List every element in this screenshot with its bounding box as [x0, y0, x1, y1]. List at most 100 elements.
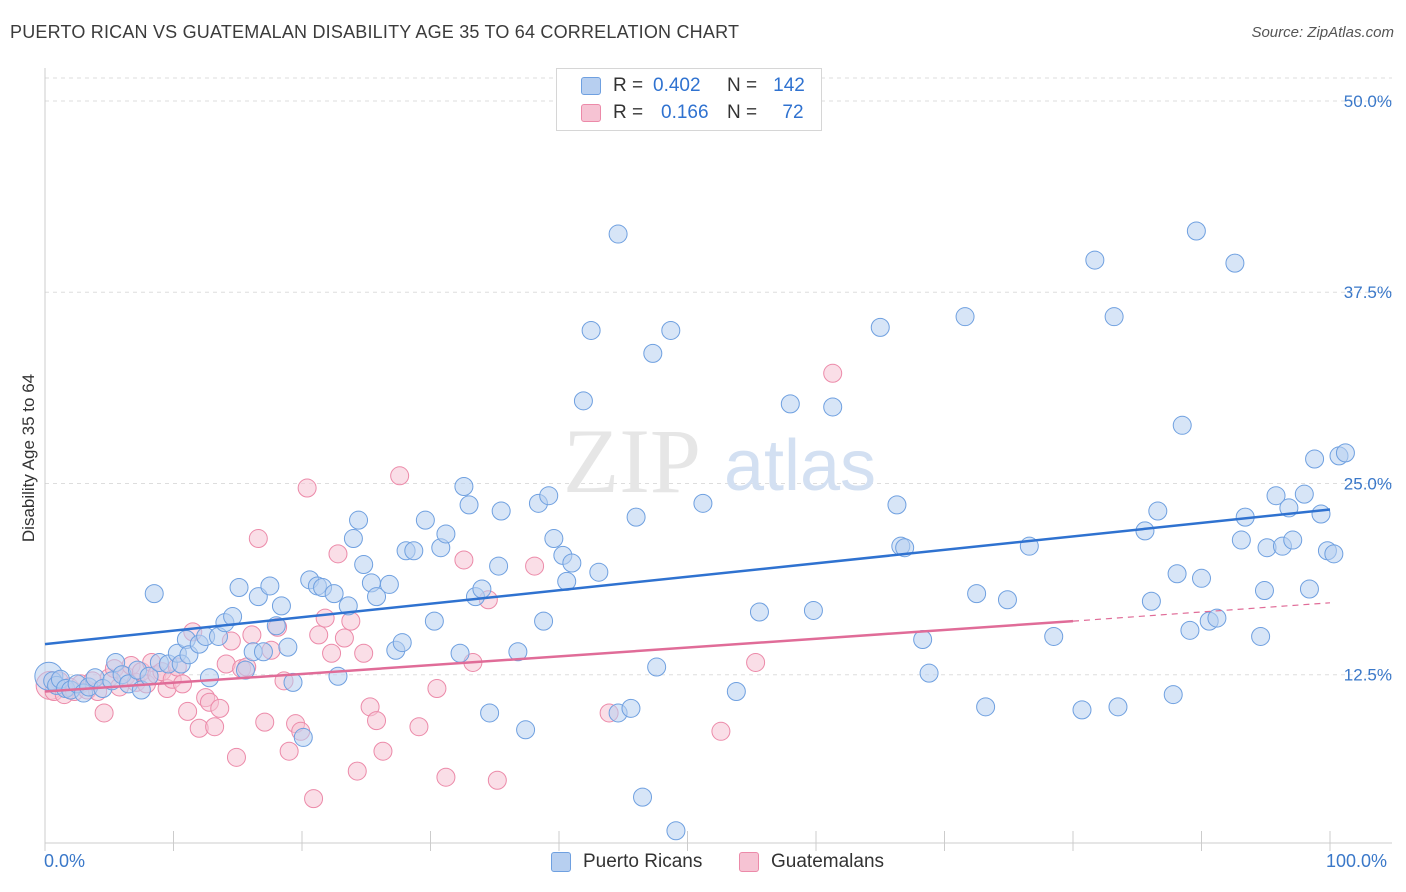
data-point — [581, 320, 601, 340]
y-tick-label: 37.5% — [1344, 283, 1392, 302]
data-point — [178, 701, 198, 721]
data-point — [562, 553, 582, 573]
data-point — [508, 642, 528, 662]
data-point — [338, 596, 358, 616]
data-point — [309, 625, 329, 645]
data-point — [260, 576, 280, 596]
data-point — [367, 587, 387, 607]
data-point — [525, 556, 545, 576]
data-point — [1085, 250, 1105, 270]
y-tick-labels: 12.5% 25.0% 37.5% 50.0% — [1344, 92, 1392, 685]
data-point — [94, 703, 114, 723]
data-point — [1251, 626, 1271, 646]
data-point — [1231, 530, 1251, 550]
data-point — [1167, 564, 1187, 584]
data-point — [489, 556, 509, 576]
trend-lines — [44, 508, 1331, 693]
data-point — [1192, 568, 1211, 588]
data-point — [1148, 501, 1168, 521]
chart-title: PUERTO RICAN VS GUATEMALAN DISABILITY AG… — [10, 22, 740, 42]
data-point — [1324, 544, 1344, 564]
data-point — [967, 584, 987, 604]
data-point — [887, 495, 907, 515]
data-point — [803, 600, 823, 620]
data-point — [633, 787, 653, 807]
y-tick-label: 12.5% — [1344, 666, 1392, 685]
data-point — [235, 660, 255, 680]
data-point — [913, 630, 933, 650]
data-point — [144, 584, 164, 604]
data-point — [334, 628, 354, 648]
legend-label: Guatemalans — [771, 851, 885, 872]
x-max-label: 100.0% — [1326, 851, 1388, 871]
data-point — [870, 317, 890, 337]
data-point — [415, 510, 435, 530]
data-point — [666, 821, 686, 841]
data-point — [1135, 521, 1155, 541]
data-point — [919, 663, 939, 683]
data-point — [436, 767, 456, 787]
data-point — [343, 529, 363, 549]
data-point — [328, 544, 348, 564]
data-point — [1180, 620, 1200, 640]
data-point — [472, 579, 492, 599]
legend-n-value: 72 — [782, 102, 804, 123]
data-point — [409, 717, 429, 737]
y-tick-label: 25.0% — [1344, 474, 1392, 493]
data-point — [573, 391, 593, 411]
data-point — [229, 577, 249, 597]
data-point — [242, 625, 262, 645]
legend-r-value: 0.402 — [653, 75, 701, 96]
data-point — [278, 637, 298, 657]
data-point — [248, 529, 268, 549]
data-point — [621, 698, 641, 718]
data-point — [373, 741, 393, 761]
data-point — [1294, 484, 1314, 504]
data-point — [1044, 626, 1064, 646]
data-point — [459, 495, 479, 515]
data-point — [354, 643, 374, 663]
data-point — [1163, 685, 1183, 705]
watermark-zip: ZIP — [563, 410, 701, 512]
data-point — [976, 697, 996, 717]
data-point — [1225, 253, 1245, 273]
data-point — [279, 741, 299, 761]
data-point — [322, 643, 342, 663]
pink-swatch — [739, 852, 759, 872]
data-point — [454, 477, 474, 497]
trend-line-puerto-ricans — [44, 508, 1331, 646]
x-min-label: 0.0% — [44, 851, 86, 871]
series-legend: Puerto Ricans Guatemalans — [0, 851, 1406, 877]
data-point — [823, 397, 843, 417]
data-point — [780, 394, 800, 414]
data-point — [1305, 449, 1325, 469]
trend-line-guatemalans-extension — [1072, 602, 1331, 622]
legend-item-guatemalans: Guatemalans — [739, 851, 884, 873]
data-point — [210, 698, 230, 718]
blue-swatch — [581, 77, 601, 95]
data-point — [491, 501, 511, 521]
data-point — [390, 466, 410, 486]
legend-n-value: 142 — [773, 75, 805, 96]
data-point — [1311, 504, 1331, 524]
data-point — [643, 343, 663, 363]
data-point — [392, 633, 412, 653]
data-point — [487, 770, 507, 790]
data-point — [516, 720, 536, 740]
legend-r-label: R = — [613, 102, 644, 123]
data-point — [1299, 579, 1319, 599]
data-point — [544, 529, 564, 549]
data-point — [427, 678, 447, 698]
data-point — [253, 642, 273, 662]
correlation-legend: R = 0.402 N = 142 R = 0.166 N = 72 — [556, 68, 822, 131]
data-point — [661, 320, 681, 340]
legend-r-value: 0.166 — [661, 102, 709, 123]
data-point — [297, 478, 317, 498]
data-point — [424, 611, 444, 631]
data-point — [626, 507, 646, 527]
puerto-ricans-points — [34, 221, 1355, 841]
legend-item-puerto-ricans: Puerto Ricans — [551, 851, 702, 873]
data-point — [539, 486, 559, 506]
legend-n-label: N = — [727, 102, 758, 123]
axes — [44, 68, 1392, 851]
